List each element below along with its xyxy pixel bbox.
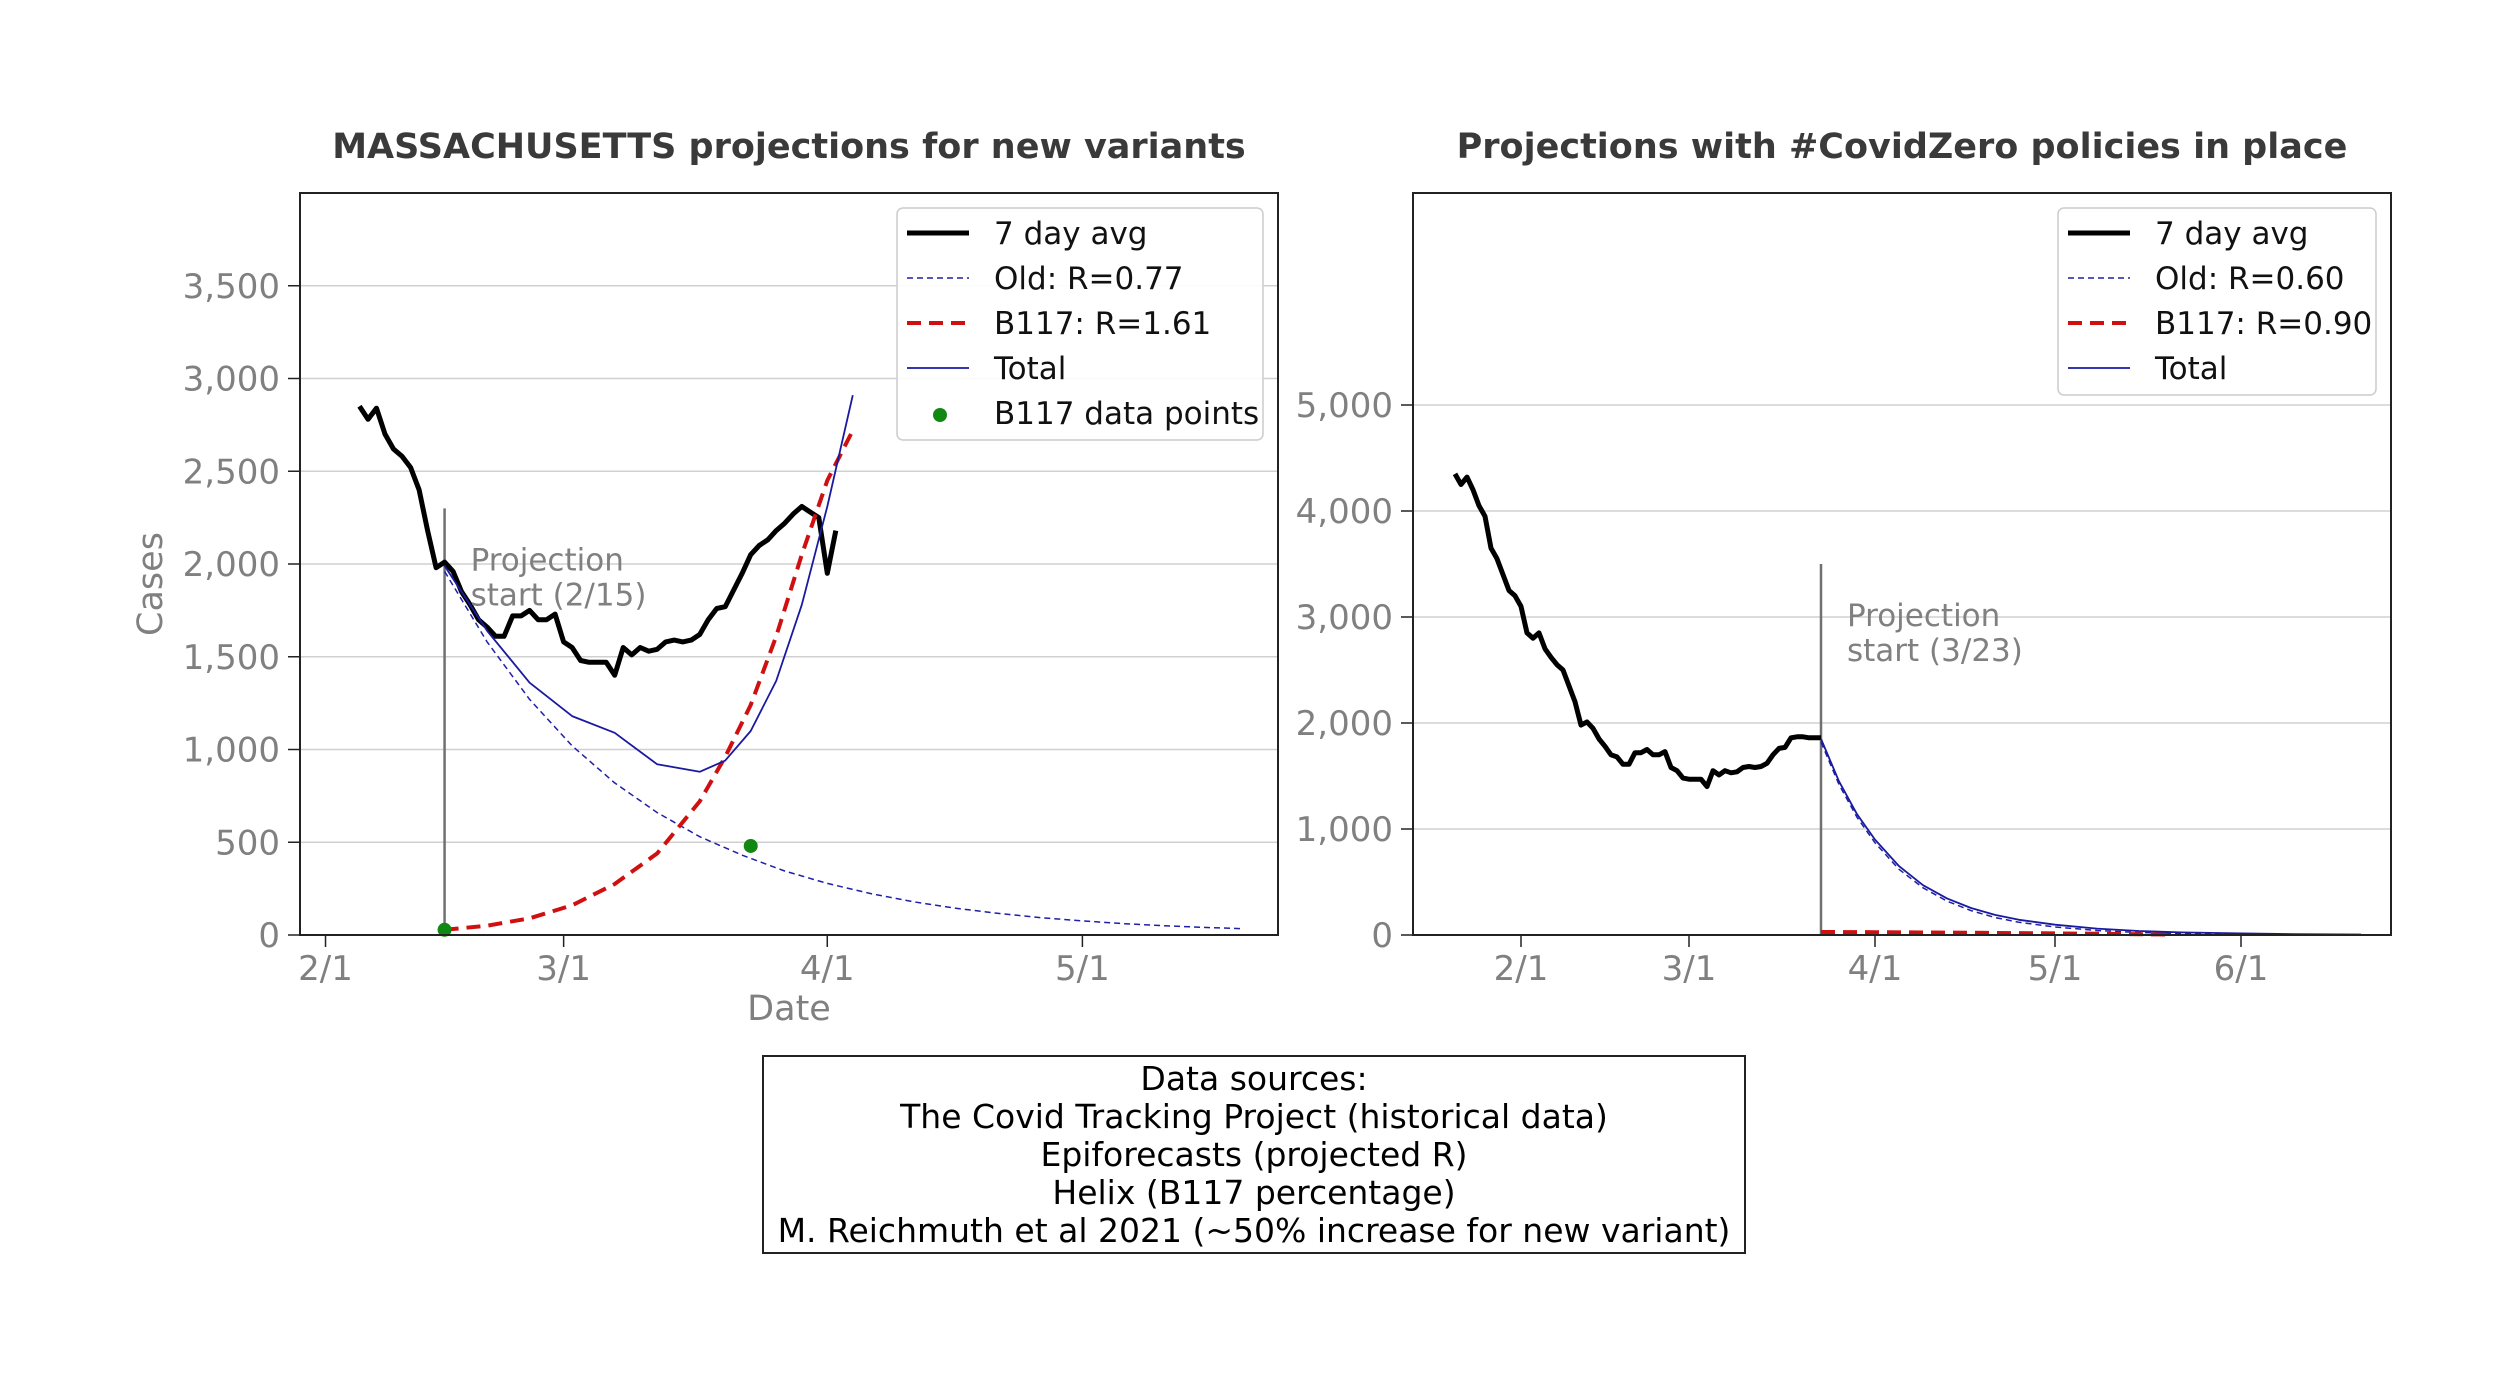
series-line xyxy=(444,429,855,932)
series-line xyxy=(443,394,854,773)
legend-label: Old: R=0.60 xyxy=(2155,261,2345,297)
series-line xyxy=(443,571,1245,930)
x-tick-label: 2/1 xyxy=(1494,949,1549,989)
chart-title: MASSACHUSETTS projections for new varian… xyxy=(332,127,1246,167)
y-tick-label: 3,500 xyxy=(183,267,280,307)
legend-box xyxy=(896,207,1264,441)
chart-left: 0 500 1,000 1,500 2,000 2,500 3,000 3,500 2/1 3/1… xyxy=(131,127,1279,1029)
y-tick-label: 1,500 xyxy=(183,638,280,678)
legend-label: Total xyxy=(993,351,1066,387)
projection-start-label: start (2/15) xyxy=(471,577,647,613)
data-sources-box: Data sources: The Covid Tracking Project… xyxy=(762,1055,1746,1254)
b117-data-point xyxy=(437,922,452,937)
y-tick-label: 0 xyxy=(258,916,280,956)
series-line xyxy=(1820,738,2362,936)
y-tick-label: 2,000 xyxy=(1296,704,1393,744)
x-tick-label: 5/1 xyxy=(1055,949,1110,989)
chart-right: 0 1,000 2,000 3,000 4,000 5,000 2/1 3/1 4/1 5/1 6/… xyxy=(1296,127,2392,989)
x-tick-label: 4/1 xyxy=(1848,949,1903,989)
y-tick-label: 5,000 xyxy=(1296,386,1393,426)
projection-start-label: Projection xyxy=(1847,598,2000,634)
y-tick-label: 500 xyxy=(215,823,280,863)
legend-label: 7 day avg xyxy=(2155,216,2308,252)
legend-label: B117 data points xyxy=(994,396,1259,432)
source-line: The Covid Tracking Project (historical d… xyxy=(900,1096,1608,1136)
legend-label: 7 day avg xyxy=(994,216,1147,252)
x-tick-label: 3/1 xyxy=(1662,949,1717,989)
legend-label: Old: R=0.77 xyxy=(994,261,1184,297)
x-tick-label: 3/1 xyxy=(536,949,591,989)
projection-start-label: Projection xyxy=(471,542,624,578)
x-tick-label: 6/1 xyxy=(2214,949,2269,989)
legend-marker xyxy=(933,408,947,422)
series-line xyxy=(1452,472,1821,790)
y-tick-label: 2,000 xyxy=(183,545,280,585)
x-axis-label: Date xyxy=(747,989,831,1029)
y-tick-label: 2,500 xyxy=(183,452,280,492)
y-tick-label: 0 xyxy=(1371,916,1393,956)
x-tick-label: 4/1 xyxy=(800,949,855,989)
source-line: M. Reichmuth et al 2021 (~50% increase f… xyxy=(777,1210,1731,1250)
legend-label: B117: R=1.61 xyxy=(994,306,1211,342)
projection-start-label: start (3/23) xyxy=(1847,633,2023,669)
x-tick-label: 5/1 xyxy=(2028,949,2083,989)
plot-frame xyxy=(299,192,1279,936)
y-tick-label: 3,000 xyxy=(183,360,280,400)
b117-data-point xyxy=(743,838,758,853)
y-tick-label: 3,000 xyxy=(1296,598,1393,638)
legend-box xyxy=(2057,207,2377,396)
source-line: Epiforecasts (projected R) xyxy=(1040,1134,1468,1174)
y-axis-label: Cases xyxy=(131,532,171,636)
source-line: Data sources: xyxy=(1140,1058,1368,1098)
x-tick-label: 2/1 xyxy=(298,949,353,989)
y-tick-label: 4,000 xyxy=(1296,492,1393,532)
legend-label: Total xyxy=(2154,351,2227,387)
series-line xyxy=(357,404,839,678)
series-line xyxy=(1820,930,2170,937)
source-line: Helix (B117 percentage) xyxy=(1052,1172,1456,1212)
y-tick-label: 1,000 xyxy=(1296,810,1393,850)
series-line xyxy=(1820,741,2362,936)
plot-frame xyxy=(1412,192,2392,936)
legend-label: B117: R=0.90 xyxy=(2155,306,2372,342)
y-tick-label: 1,000 xyxy=(183,731,280,771)
chart-title: Projections with #CovidZero policies in … xyxy=(1457,127,2348,167)
